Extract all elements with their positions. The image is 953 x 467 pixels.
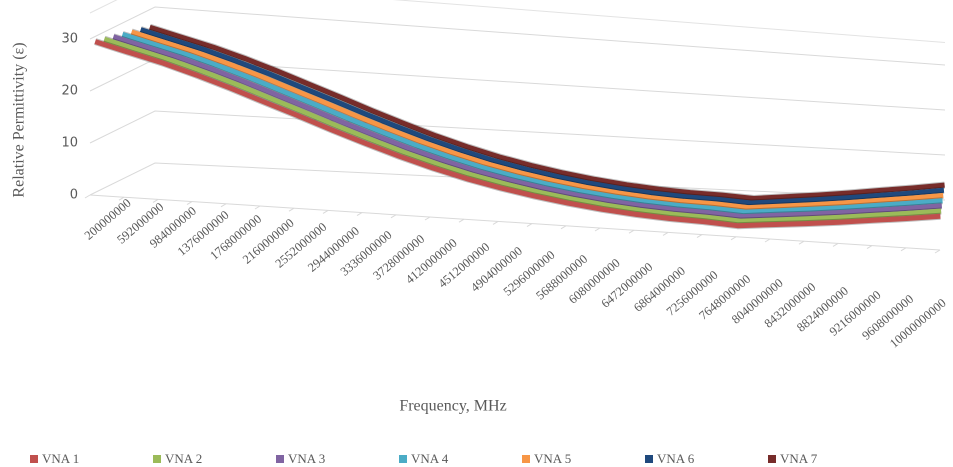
legend-label: VNA 7 — [780, 451, 818, 466]
x-tick — [798, 240, 805, 245]
grid-line — [89, 162, 946, 201]
y-tick-label: 30 — [61, 32, 78, 47]
legend-label: VNA 3 — [288, 451, 325, 466]
x-tick — [730, 236, 737, 241]
legend-swatch — [276, 455, 284, 463]
x-tick — [866, 245, 873, 250]
y-axis-title: Relative Permittivity (ε) — [11, 42, 28, 197]
x-tick — [186, 201, 193, 206]
x-tick — [696, 234, 703, 239]
series-line — [121, 32, 943, 215]
x-tick — [322, 209, 329, 214]
x-tick — [152, 198, 159, 203]
x-tick — [288, 207, 295, 212]
x-tick — [900, 247, 907, 252]
series-line — [139, 27, 945, 206]
legend-label: VNA 2 — [165, 451, 202, 466]
legend-swatch — [399, 455, 407, 463]
x-tick — [934, 249, 941, 254]
grid-line — [89, 110, 946, 156]
grid-line — [89, 6, 946, 66]
x-tick — [832, 242, 839, 247]
legend-swatch — [30, 455, 38, 463]
legend-label: VNA 1 — [42, 451, 79, 466]
x-tick — [356, 212, 363, 217]
x-tick — [424, 216, 431, 221]
x-tick — [764, 238, 771, 243]
series-line — [130, 29, 944, 211]
series-line — [94, 39, 941, 229]
x-tick — [662, 231, 669, 236]
x-tick — [560, 225, 567, 230]
y-tick-label: 20 — [61, 84, 78, 99]
series-line — [112, 34, 942, 220]
series-line — [149, 24, 945, 201]
legend-swatch — [153, 455, 161, 463]
x-axis-line — [89, 194, 941, 251]
legend-label: VNA 6 — [657, 451, 695, 466]
legend-swatch — [768, 455, 776, 463]
legend-label: VNA 5 — [534, 451, 571, 466]
y-tick-label: 10 — [61, 136, 78, 151]
x-tick — [254, 205, 261, 210]
y-tick-label: 0 — [70, 188, 78, 203]
x-tick — [118, 196, 125, 201]
x-axis-title: Frequency, MHz — [399, 398, 506, 415]
x-tick — [628, 229, 635, 234]
x-tick — [458, 218, 465, 223]
legend-label: VNA 4 — [411, 451, 449, 466]
x-tick — [492, 220, 499, 225]
legend-swatch — [522, 455, 530, 463]
x-tick — [84, 194, 91, 199]
x-tick — [390, 214, 397, 219]
series-line — [103, 36, 942, 224]
x-tick — [526, 223, 533, 228]
legend-swatch — [645, 455, 653, 463]
wall-top-edge — [89, 0, 946, 43]
x-tick — [220, 203, 227, 208]
x-tick — [594, 227, 601, 232]
